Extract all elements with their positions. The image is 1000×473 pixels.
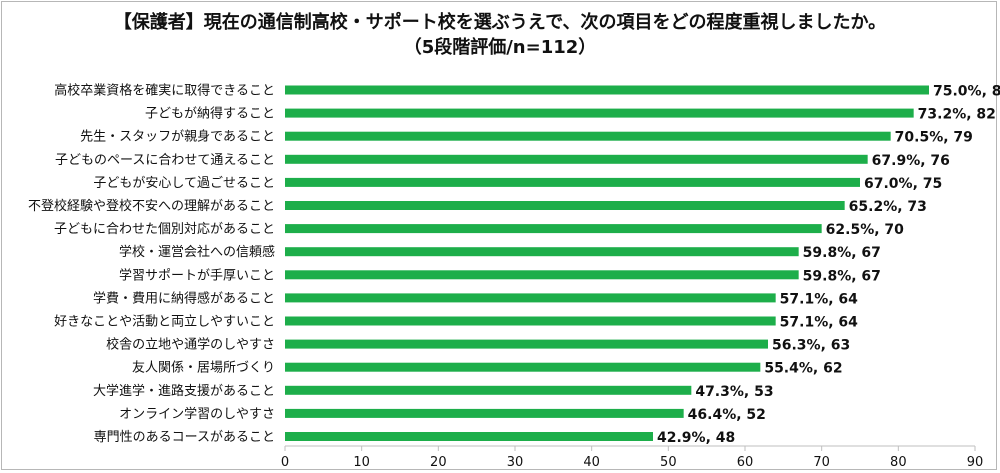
data-label: 59.8%, 67 bbox=[803, 268, 881, 284]
data-label: 55.4%, 62 bbox=[764, 361, 842, 377]
category-label: 子どもが納得すること bbox=[145, 106, 275, 122]
bar bbox=[285, 432, 653, 441]
data-label: 62.5%, 70 bbox=[826, 222, 905, 238]
bar bbox=[285, 408, 684, 418]
x-tick-label: 90 bbox=[967, 455, 984, 470]
x-tick-label: 40 bbox=[583, 455, 600, 470]
bar bbox=[285, 154, 868, 164]
x-tick-label: 80 bbox=[890, 455, 907, 470]
chart-title-line1: 【保護者】現在の通信制高校・サポート校を選ぶうえで、次の項目をどの程度重視しまし… bbox=[113, 12, 887, 33]
category-label: 学費・費用に納得感があること bbox=[93, 290, 275, 306]
x-tick-label: 70 bbox=[813, 455, 830, 470]
category-label: 専門性のあるコースがあること bbox=[94, 430, 275, 445]
x-tick-label: 0 bbox=[281, 455, 289, 470]
x-tick-label: 30 bbox=[507, 455, 524, 470]
chart-title: 【保護者】現在の通信制高校・サポート校を選ぶうえで、次の項目をどの程度重視しまし… bbox=[0, 10, 1000, 60]
bar bbox=[285, 362, 761, 372]
category-label: 友人関係・居場所づくり bbox=[132, 360, 275, 376]
data-label: 67.9%, 76 bbox=[872, 153, 950, 169]
data-label: 47.3%, 53 bbox=[695, 384, 773, 400]
data-label: 75.0%, 84 bbox=[933, 84, 1000, 100]
bar bbox=[285, 270, 799, 280]
category-label: 学習サポートが手厚いこと bbox=[119, 267, 275, 283]
category-label: 校舎の立地や通学のしやすさ bbox=[106, 337, 275, 353]
x-tick-label: 20 bbox=[430, 455, 447, 470]
category-label: 子どものペースに合わせて通えること bbox=[55, 153, 275, 168]
category-label: オンライン学習のしやすさ bbox=[119, 406, 275, 422]
data-label: 73.2%, 82 bbox=[918, 107, 996, 123]
x-tick-label: 50 bbox=[660, 455, 677, 470]
chart-title-line2: （5段階評価/n=112） bbox=[403, 37, 597, 58]
data-label: 42.9%, 48 bbox=[657, 430, 735, 446]
category-label: 先生・スタッフが親身であること bbox=[80, 129, 275, 145]
bar bbox=[285, 224, 822, 234]
x-tick-label: 60 bbox=[737, 455, 754, 470]
bar bbox=[285, 201, 845, 210]
bar bbox=[285, 177, 860, 187]
category-label: 子どもに合わせた個別対応があること bbox=[54, 222, 275, 237]
data-label: 65.2%, 73 bbox=[849, 199, 927, 215]
bar bbox=[285, 131, 891, 141]
bar bbox=[285, 85, 929, 95]
bar bbox=[285, 316, 776, 326]
data-label: 57.1%, 64 bbox=[780, 315, 859, 331]
data-label: 67.0%, 75 bbox=[864, 176, 942, 192]
data-label: 59.8%, 67 bbox=[803, 245, 881, 261]
bar bbox=[285, 339, 768, 349]
category-label: 学校・運営会社への信頼感 bbox=[119, 244, 275, 260]
bar bbox=[285, 247, 799, 257]
data-label: 57.1%, 64 bbox=[780, 291, 859, 307]
bar bbox=[285, 108, 914, 118]
category-label: 子どもが安心して過ごせること bbox=[93, 175, 275, 191]
category-label: 大学進学・進路支援があること bbox=[93, 383, 275, 399]
bar bbox=[285, 293, 776, 303]
bar bbox=[285, 385, 692, 395]
category-label: 高校卒業資格を確実に取得できること bbox=[54, 83, 275, 99]
data-label: 56.3%, 63 bbox=[772, 338, 850, 354]
x-tick-label: 10 bbox=[353, 455, 370, 470]
data-label: 70.5%, 79 bbox=[895, 130, 973, 146]
category-label: 不登校経験や登校不安への理解があること bbox=[28, 198, 275, 214]
data-label: 46.4%, 52 bbox=[688, 407, 766, 423]
category-label: 好きなことや活動と両立しやすいこと bbox=[54, 315, 275, 330]
